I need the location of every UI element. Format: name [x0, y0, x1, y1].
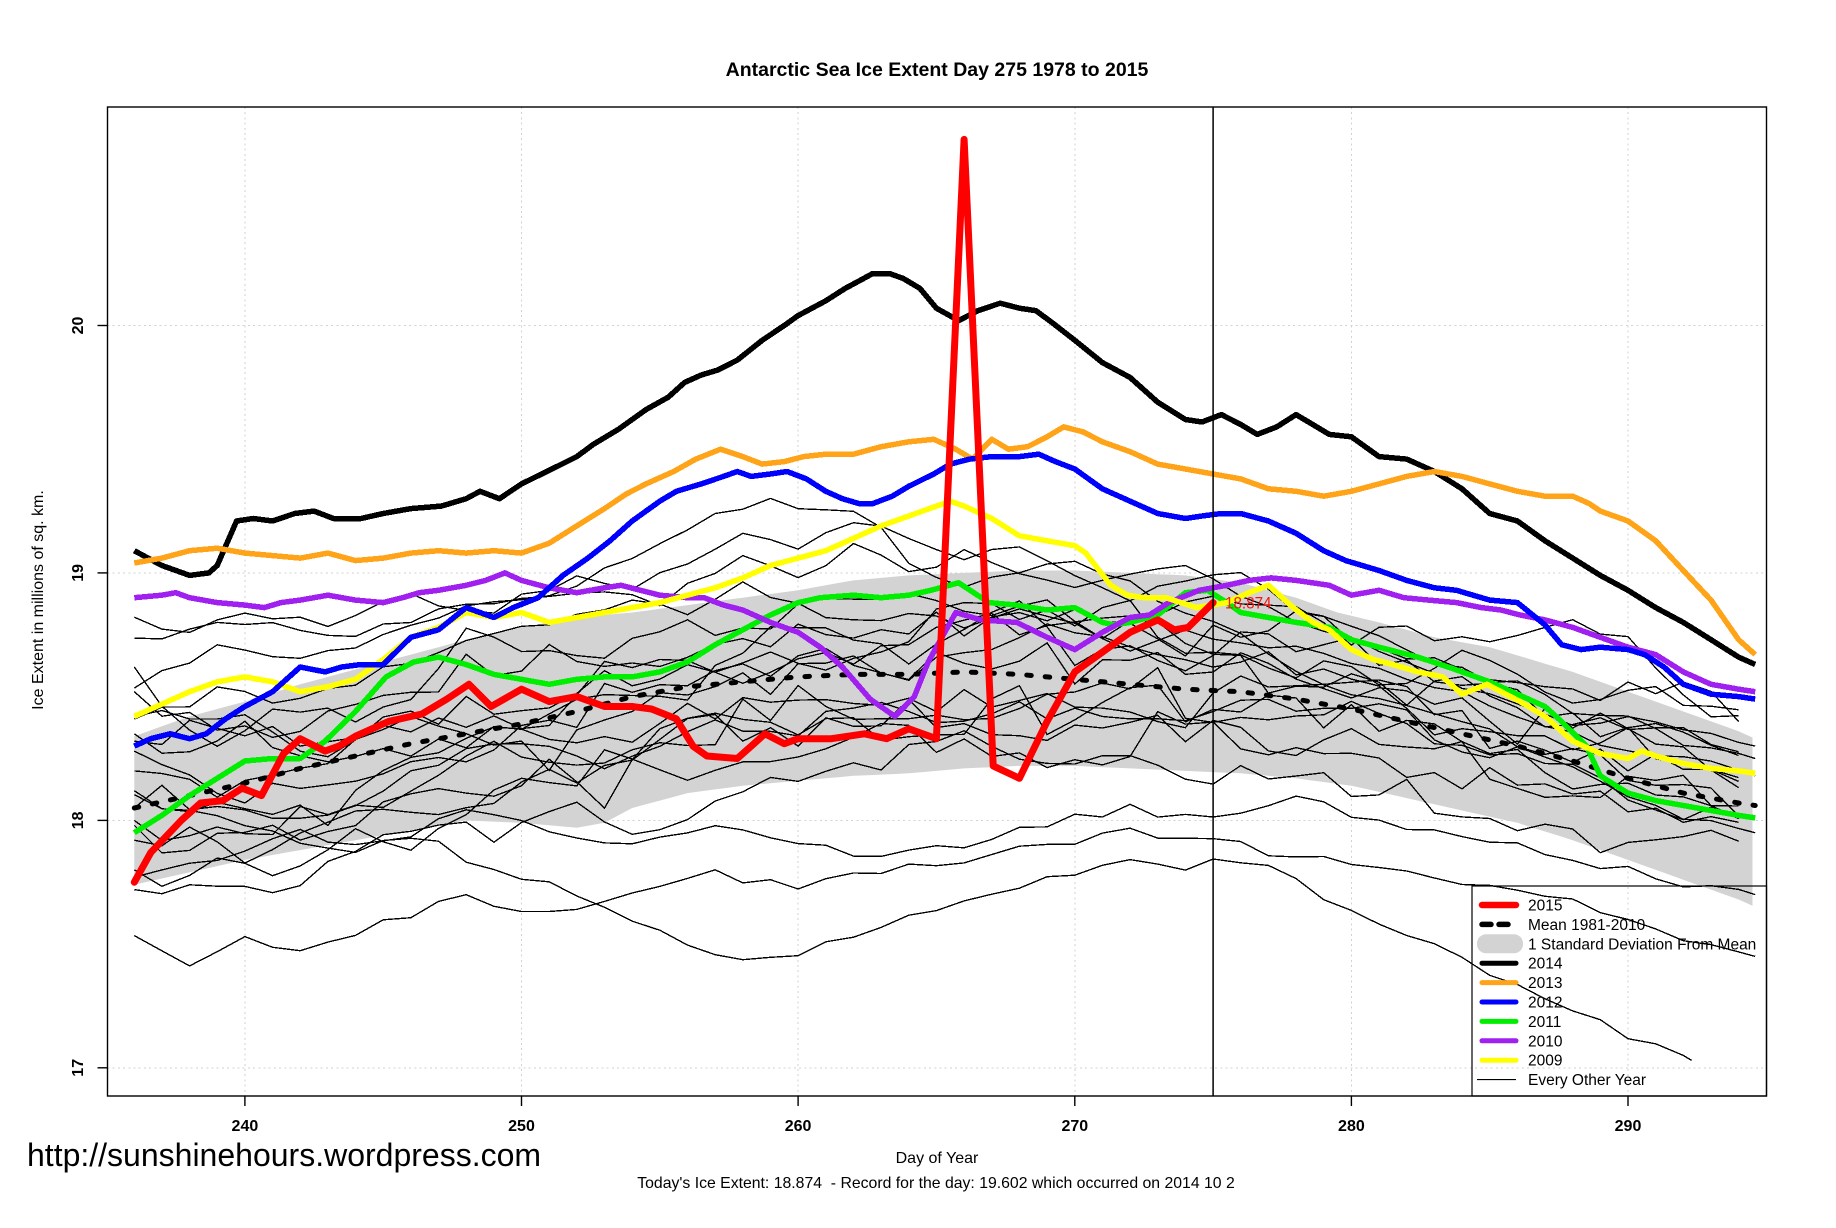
svg-text:18: 18 — [70, 811, 87, 829]
svg-text:Today's Ice Extent: 18.874 -: Today's Ice Extent: 18.874 - Record for … — [637, 1175, 1235, 1192]
svg-text:2012: 2012 — [1528, 995, 1562, 1012]
svg-text:2009: 2009 — [1528, 1053, 1562, 1070]
svg-text:http://sunshinehours.wordpress: http://sunshinehours.wordpress.com — [27, 1137, 541, 1173]
svg-text:2011: 2011 — [1528, 1014, 1561, 1031]
svg-text:17: 17 — [70, 1059, 87, 1077]
svg-text:20: 20 — [70, 317, 87, 335]
svg-text:Day of Year: Day of Year — [896, 1150, 979, 1167]
svg-text:250: 250 — [508, 1118, 535, 1135]
svg-text:290: 290 — [1615, 1118, 1642, 1135]
svg-text:2010: 2010 — [1528, 1033, 1563, 1050]
svg-text:Ice Extent in millions of sq.: Ice Extent in millions of sq. km. — [30, 490, 47, 710]
svg-text:2013: 2013 — [1528, 975, 1562, 992]
svg-text:19: 19 — [70, 564, 87, 582]
svg-text:240: 240 — [232, 1118, 259, 1135]
svg-text:Antarctic Sea Ice Extent Day 2: Antarctic Sea Ice Extent Day 275 1978 to… — [726, 59, 1149, 81]
svg-text:1 Standard Deviation From Mean: 1 Standard Deviation From Mean — [1528, 936, 1756, 953]
svg-text:280: 280 — [1338, 1118, 1365, 1135]
svg-text:18.874: 18.874 — [1225, 594, 1272, 613]
svg-text:Mean 1981-2010: Mean 1981-2010 — [1528, 917, 1646, 934]
svg-text:2014: 2014 — [1528, 956, 1563, 973]
svg-text:270: 270 — [1061, 1118, 1088, 1135]
svg-text:2015: 2015 — [1528, 898, 1562, 915]
svg-text:Every Other Year: Every Other Year — [1528, 1072, 1646, 1089]
svg-text:260: 260 — [785, 1118, 812, 1135]
